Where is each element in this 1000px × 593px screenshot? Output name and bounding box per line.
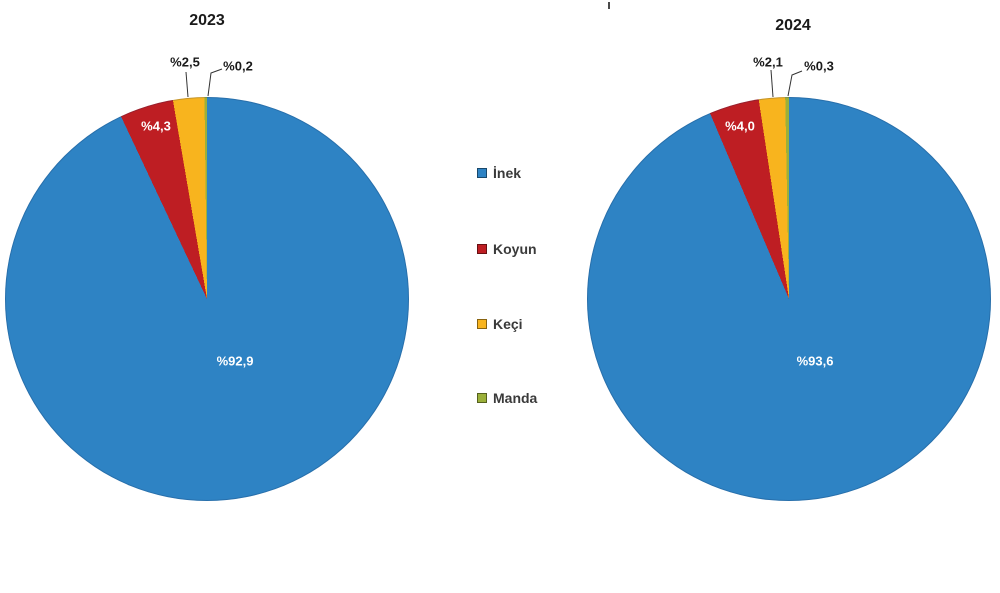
legend-label-manda: Manda <box>493 390 538 406</box>
slice-label-2024-keci: %2,1 <box>753 54 783 70</box>
pie-chart-2023 <box>5 97 409 501</box>
screen-artifact-mark <box>608 2 610 9</box>
legend-swatch-manda <box>477 393 487 403</box>
chart-legend: İnek Koyun Keçi Manda <box>477 0 587 593</box>
legend-label-inek: İnek <box>493 165 522 181</box>
legend-swatch-koyun <box>477 244 487 254</box>
legend-label-keci: Keçi <box>493 316 523 332</box>
legend-swatch-keci <box>477 319 487 329</box>
legend-item-koyun: Koyun <box>477 240 537 258</box>
chart-title-2024: 2024 <box>775 17 811 34</box>
pie-chart-2024 <box>587 97 991 501</box>
legend-item-manda: Manda <box>477 389 537 407</box>
slice-label-2024-manda: %0,3 <box>804 58 834 74</box>
legend-item-keci: Keçi <box>477 315 523 333</box>
slice-label-2023-keci: %2,5 <box>170 54 200 70</box>
legend-swatch-inek <box>477 168 487 178</box>
legend-label-koyun: Koyun <box>493 241 537 257</box>
chart-title-2023: 2023 <box>189 12 225 29</box>
legend-item-inek: İnek <box>477 164 521 182</box>
slice-label-2023-manda: %0,2 <box>223 58 253 74</box>
slice-label-2024-inek: %93,6 <box>796 353 834 369</box>
slice-label-2023-inek: %92,9 <box>216 353 254 369</box>
slice-label-2024-koyun: %4,0 <box>725 118 755 134</box>
slice-label-2023-koyun: %4,3 <box>141 118 171 134</box>
